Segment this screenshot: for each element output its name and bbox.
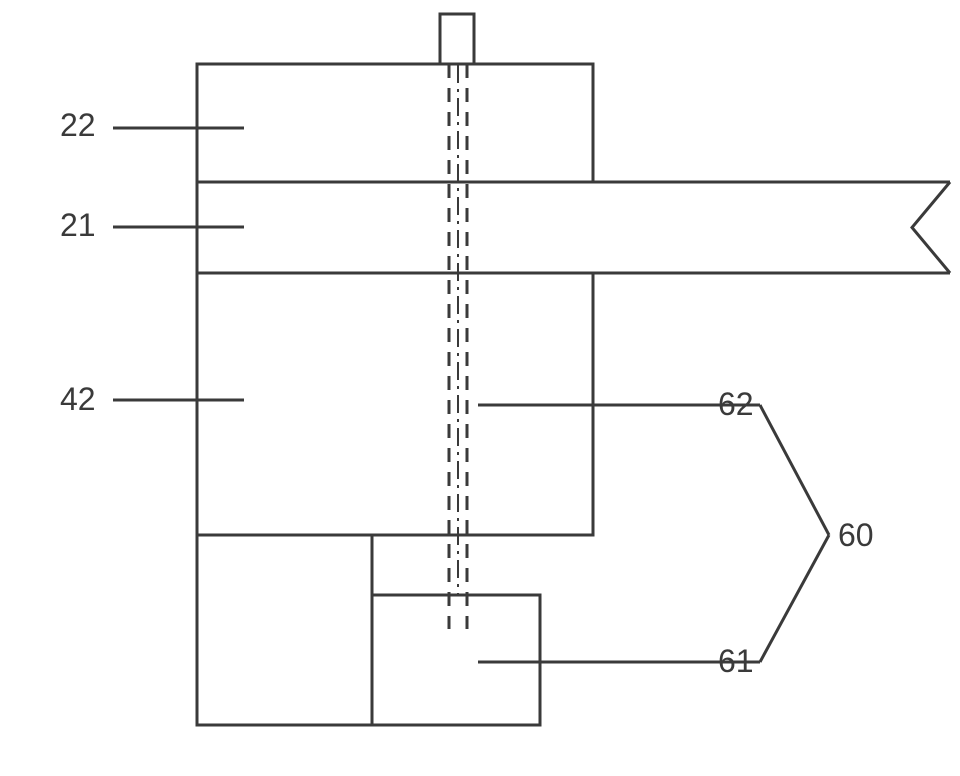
post — [440, 14, 474, 64]
lower-step — [197, 535, 372, 725]
ref-42-label: 42 — [60, 381, 96, 417]
motor-box — [372, 595, 540, 725]
ref-21-label: 21 — [60, 207, 96, 243]
ref-60-brace-bottom — [760, 535, 829, 662]
ref-60-label: 60 — [838, 517, 874, 553]
ref-60-brace-top — [760, 405, 829, 535]
diagram-canvas: 222142626160 — [0, 0, 960, 776]
top-cap — [197, 64, 593, 182]
arm-break-notch — [912, 182, 950, 273]
ref-22-label: 22 — [60, 107, 96, 143]
